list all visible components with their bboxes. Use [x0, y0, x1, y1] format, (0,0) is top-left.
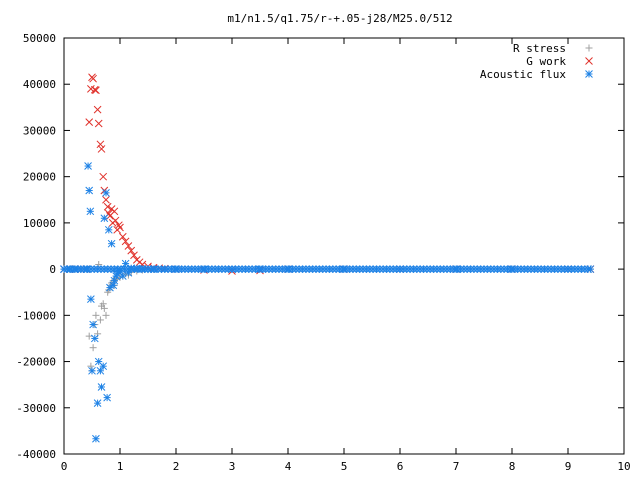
plot-frame [63, 37, 625, 455]
data-point [127, 246, 136, 255]
data-point [103, 393, 111, 402]
data-marks [60, 73, 595, 443]
x-tick-label: 6 [397, 460, 404, 473]
x-tick-label: 4 [285, 460, 292, 473]
data-point [102, 311, 110, 319]
data-point [85, 118, 94, 126]
x-tick-label: 0 [61, 460, 68, 473]
data-point [90, 334, 99, 343]
data-point [92, 86, 100, 95]
data-point [118, 232, 127, 241]
data-point [97, 383, 106, 391]
data-point [102, 195, 110, 204]
x-tick-label: 1 [117, 460, 124, 473]
data-point [87, 362, 95, 370]
data-point [92, 434, 100, 443]
baseline-point [584, 265, 593, 273]
x-tick-label: 3 [229, 460, 236, 473]
data-point [89, 74, 97, 83]
chart-title: m1/n1.5/q1.75/r-+.05-j28/M25.0/512 [227, 12, 452, 25]
data-point [111, 216, 120, 225]
data-point [84, 162, 92, 170]
legend-label: R stress [513, 42, 566, 55]
data-point [109, 281, 118, 290]
series-0 [60, 260, 594, 375]
y-tick-label: -40000 [16, 448, 56, 461]
data-point [100, 214, 109, 223]
legend-label: G work [526, 55, 566, 68]
data-point [86, 207, 95, 216]
x-tick-label: 7 [453, 460, 460, 473]
data-point [104, 225, 113, 234]
data-point [99, 300, 107, 308]
data-point [85, 186, 94, 195]
data-point [89, 344, 97, 352]
y-tick-label: 40000 [23, 78, 56, 91]
legend-swatch [585, 70, 593, 78]
data-point [92, 311, 100, 319]
x-tick-label: 5 [341, 460, 348, 473]
series-1 [60, 73, 595, 275]
y-tick-label: 20000 [23, 171, 56, 184]
data-point [93, 105, 102, 114]
data-point [99, 362, 108, 371]
data-point [87, 295, 95, 304]
data-point [99, 172, 108, 181]
data-point [103, 202, 112, 211]
data-point [85, 332, 93, 340]
y-tick-label: 10000 [23, 217, 56, 230]
x-tick-label: 2 [173, 460, 180, 473]
y-tick-label: 30000 [23, 124, 56, 137]
y-tick-label: -20000 [16, 356, 56, 369]
axis-ticks: 0 1 2 3 4 5 6 7 8 9 10 50000 40000 30000 20000 10000 0 -1… [16, 32, 630, 473]
data-point [96, 140, 105, 149]
legend-swatch [585, 57, 593, 65]
data-point [96, 316, 104, 324]
data-point [115, 221, 123, 230]
data-point [94, 119, 103, 128]
y-tick-label: 0 [49, 263, 56, 276]
data-point [124, 242, 133, 250]
legend-label: Acoustic flux [480, 68, 566, 81]
data-point [130, 251, 138, 260]
data-point [102, 188, 110, 197]
y-tick-label: -30000 [16, 402, 56, 415]
y-tick-label: 50000 [23, 32, 56, 45]
data-point [121, 237, 130, 246]
data-point [100, 304, 108, 312]
data-point [116, 223, 124, 232]
data-point [89, 320, 97, 329]
x-tick-label: 9 [565, 460, 572, 473]
data-point [93, 399, 102, 408]
legend-swatch [585, 44, 593, 52]
data-point [107, 239, 116, 248]
data-point [110, 207, 119, 216]
x-tick-label: 8 [509, 460, 516, 473]
data-point [97, 145, 106, 153]
series-2 [60, 162, 595, 443]
data-point [88, 366, 96, 375]
y-tick-label: -10000 [16, 309, 56, 322]
x-tick-label: 10 [617, 460, 630, 473]
